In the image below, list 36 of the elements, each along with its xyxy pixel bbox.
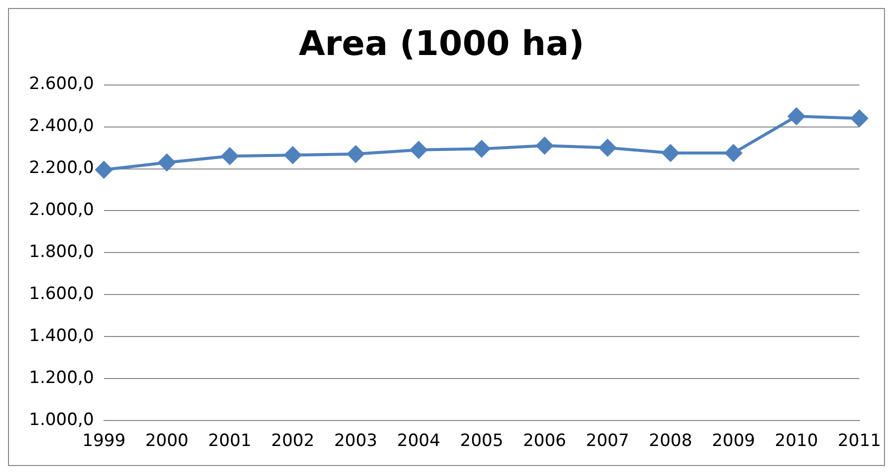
y-tick-label: 1.600,0 [28, 284, 94, 304]
y-tick-label: 1.400,0 [28, 326, 94, 346]
point [536, 137, 554, 154]
point [221, 148, 238, 165]
point [788, 108, 805, 125]
x-tick-label: 2001 [208, 431, 252, 452]
chart-title: Area (1000 ha) [298, 24, 584, 64]
y-tick-label: 2.200,0 [28, 158, 94, 178]
point [662, 144, 679, 162]
x-tick-label: 2003 [334, 431, 378, 452]
x-tick-label: 1999 [82, 431, 126, 452]
x-tick-label: 2011 [838, 431, 881, 452]
point [473, 140, 490, 158]
y-tick-label: 2.000,0 [28, 200, 94, 220]
x-tick-label: 2010 [774, 431, 818, 452]
y-tick-label: 1.200,0 [28, 368, 94, 388]
point [347, 146, 364, 163]
y-tick-label: 1.000,0 [28, 410, 94, 430]
y-tick-label: 2.400,0 [28, 116, 94, 136]
x-tick-label: 2004 [397, 431, 440, 452]
point [410, 141, 428, 158]
x-tick-label: 2000 [145, 431, 188, 452]
x-tick-label: 2007 [586, 431, 630, 452]
y-tick-label: 1.800,0 [28, 242, 94, 262]
point [95, 161, 112, 178]
x-tick-label: 2002 [271, 431, 314, 452]
x-tick-label: 2006 [522, 431, 566, 452]
x-tick-label: 2008 [648, 431, 692, 452]
point [284, 146, 302, 164]
x-tick-label: 2009 [712, 431, 756, 452]
x-tick-label: 2005 [460, 431, 504, 452]
point [599, 139, 616, 156]
point [724, 144, 742, 162]
point [850, 110, 868, 127]
y-tick-label: 2.600,0 [28, 74, 94, 94]
point [158, 154, 176, 171]
